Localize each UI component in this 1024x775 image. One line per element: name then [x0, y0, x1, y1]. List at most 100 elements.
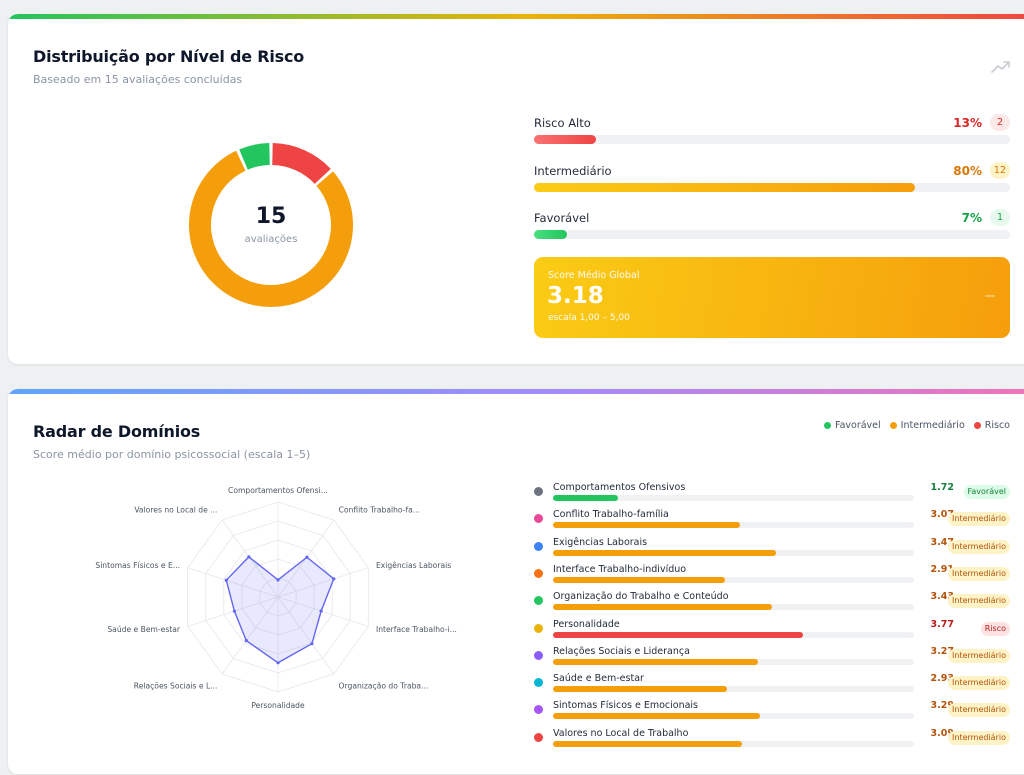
risk-level-track — [534, 135, 1010, 144]
radar-legend: Favorável Intermediário Risco — [823, 420, 1010, 431]
domain-color-dot — [534, 541, 543, 551]
radar-axis-label: Valores no Local de ... — [134, 506, 217, 515]
domain-status-badge: Intermediário — [948, 648, 1010, 663]
distribution-subtitle: Baseado em 15 avaliações concluídas — [33, 73, 243, 86]
domain-score-fill — [553, 686, 728, 693]
domain-score: 3.27 — [930, 645, 954, 657]
domain-score-track — [553, 631, 914, 638]
legend-item-intermediario: Intermediário — [889, 420, 965, 431]
trending-up-icon[interactable] — [991, 60, 1011, 74]
radar-point — [247, 555, 251, 559]
domain-color-dot — [534, 514, 543, 524]
legend-item-favoravel: Favorável — [823, 420, 881, 431]
radar-axis-label: Personalidade — [251, 701, 305, 710]
radar-point — [332, 577, 336, 581]
risk-level-row-intermediario: Intermediário 80% 12 — [534, 162, 1010, 200]
legend-label: Intermediário — [900, 420, 965, 431]
global-score-value: 3.18 — [547, 283, 604, 309]
global-score-label: Score Médio Global — [548, 270, 640, 281]
domain-status-badge: Intermediário — [948, 730, 1010, 745]
domain-color-dot — [534, 678, 543, 688]
domain-name: Valores no Local de Trabalho — [553, 727, 689, 739]
domain-color-dot — [534, 623, 543, 633]
domain-score-fill — [553, 549, 776, 556]
domain-row[interactable]: Sintomas Físicos e Emocionais 3.29 Interme… — [534, 700, 1010, 727]
domain-score-track — [553, 495, 914, 501]
domain-row[interactable]: Interface Trabalho-indivíduo 2.91 Intermed… — [534, 564, 1010, 591]
domain-color-dot — [534, 487, 543, 496]
domain-row[interactable]: Exigências Laborais 3.47 Intermediário — [534, 537, 1010, 564]
domain-status-badge: Intermediário — [948, 539, 1010, 554]
distribution-title: Distribuição por Nível de Risco — [33, 47, 305, 66]
domain-score-fill — [553, 740, 742, 747]
risk-level-track — [534, 183, 1010, 192]
card-accent-bar — [8, 389, 1024, 394]
radar-point — [244, 639, 248, 643]
domain-score-fill — [553, 631, 803, 638]
domain-score-track — [553, 740, 914, 747]
domain-name: Sintomas Físicos e Emocionais — [553, 700, 699, 712]
radar-point — [276, 578, 280, 582]
radar-point — [276, 661, 280, 665]
domain-status-badge: Intermediário — [948, 512, 1010, 527]
domain-name: Personalidade — [553, 618, 620, 630]
risk-level-fill — [534, 230, 568, 239]
global-score-card: Score Médio Global 3.18 escala 1,00 – 5,… — [534, 257, 1010, 338]
radar-axis-line — [277, 596, 369, 627]
domain-score: 2.91 — [930, 563, 954, 575]
domain-status-badge: Intermediário — [948, 703, 1010, 718]
domain-score-fill — [553, 658, 758, 665]
domain-row[interactable]: Comportamentos Ofensivos 1.72 Favorável — [534, 482, 1010, 509]
risk-level-percent: 80% — [953, 164, 982, 178]
radar-point — [224, 578, 228, 582]
domain-name: Saúde e Bem-estar — [553, 673, 644, 685]
radar-subtitle: Score médio por domínio psicossocial (es… — [33, 448, 311, 461]
domain-status-badge: Intermediário — [948, 676, 1010, 691]
radar-title: Radar de Domínios — [33, 422, 201, 441]
radar-axis-line — [277, 567, 369, 598]
donut-total-label: avaliações — [244, 234, 298, 245]
domain-status-badge: Favorável — [963, 485, 1010, 499]
domain-radar-card: Radar de Domínios Score médio por domíni… — [8, 389, 1024, 774]
domain-row[interactable]: Valores no Local de Trabalho 3.09 Intermed… — [534, 728, 1010, 755]
radar-axis-label: Sintomas Físicos e E... — [95, 561, 180, 570]
risk-level-track — [534, 230, 1010, 239]
domain-score-track — [553, 576, 914, 583]
radar-axis-label: Comportamentos Ofensi... — [228, 486, 328, 495]
domain-row[interactable]: Conflito Trabalho-família 3.07 Intermediár… — [534, 509, 1010, 536]
radar-point — [319, 609, 323, 613]
risk-level-row-alto: Risco Alto 13% 2 — [534, 114, 1010, 152]
radar-axis-label: Interface Trabalho-i... — [376, 625, 457, 634]
radar-axis-line — [187, 596, 279, 627]
domain-name: Conflito Trabalho-família — [553, 509, 669, 521]
domain-row[interactable]: Relações Sociais e Liderança 3.27 Intermed… — [534, 646, 1010, 673]
domain-row[interactable]: Organização do Trabalho e Conteúdo 3.43 In… — [534, 591, 1010, 618]
donut-segment[interactable] — [272, 143, 331, 184]
domain-score: 2.93 — [930, 673, 954, 685]
domain-color-dot — [534, 568, 543, 578]
card-accent-bar — [8, 14, 1024, 19]
domain-row[interactable]: Personalidade 3.77 Risco — [534, 619, 1010, 646]
domain-score: 1.72 — [930, 482, 954, 493]
risk-level-name: Intermediário — [534, 164, 612, 178]
domain-row[interactable]: Saúde e Bem-estar 2.93 Intermediário — [534, 673, 1010, 700]
domain-status-badge: Intermediário — [948, 566, 1010, 581]
risk-level-row-favoravel: Favorável 7% 1 — [534, 209, 1010, 247]
radar-axis-label: Organização do Traba... — [339, 681, 429, 690]
domain-name: Comportamentos Ofensivos — [553, 482, 686, 493]
risk-donut-chart — [189, 143, 353, 307]
radar-axis-line — [221, 596, 279, 675]
donut-segment[interactable] — [239, 143, 270, 170]
score-decoration — [985, 295, 995, 297]
domain-score-track — [553, 713, 914, 720]
domain-score: 3.77 — [930, 618, 954, 630]
domain-score: 3.43 — [930, 591, 954, 603]
domain-score-fill — [553, 495, 618, 501]
domain-status-badge: Intermediário — [948, 594, 1010, 609]
risk-level-name: Favorável — [534, 211, 590, 225]
radar-series-area[interactable] — [225, 555, 335, 664]
domain-score-track — [553, 658, 914, 665]
domain-score-track — [553, 686, 914, 693]
domain-status-badge: Risco — [980, 621, 1010, 636]
legend-dot — [823, 422, 831, 429]
